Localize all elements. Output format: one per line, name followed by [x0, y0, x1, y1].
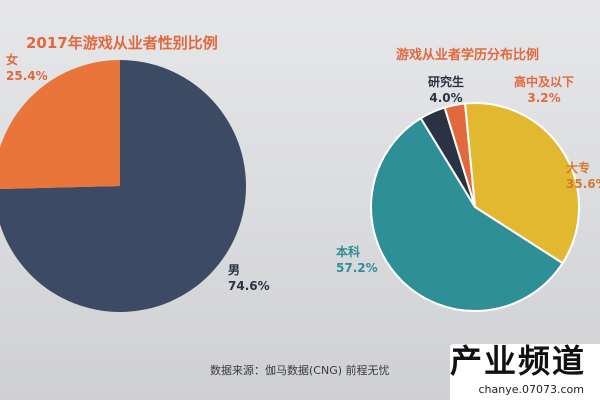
male-label: 男 74.6%: [228, 262, 270, 294]
highschool-label: 高中及以下 3.2%: [514, 74, 574, 106]
male-name: 男: [228, 263, 241, 277]
bachelor-percent: 57.2%: [336, 261, 378, 276]
education-slice-1: [463, 102, 580, 265]
graduate-label: 研究生 4.0%: [428, 74, 464, 106]
highschool-name: 高中及以下: [514, 75, 575, 89]
college-name: 大专: [566, 161, 591, 175]
male-percent: 74.6%: [228, 279, 270, 294]
watermark-main: 产业频道: [449, 342, 586, 380]
data-source: 数据来源：伽马数据(CNG) 前程无忧: [210, 364, 390, 377]
graduate-name: 研究生: [428, 75, 465, 89]
education-slice-2: [370, 116, 564, 312]
female-label: 女 25.4%: [6, 52, 48, 84]
highschool-percent: 3.2%: [527, 91, 561, 106]
college-percent: 35.6%: [566, 177, 600, 192]
bachelor-label: 本科 57.2%: [336, 244, 378, 276]
education-pie: [370, 102, 580, 312]
female-percent: 25.4%: [6, 69, 48, 84]
gender-chart-title: 2017年游戏从业者性别比例: [26, 34, 218, 52]
gender-slice-1: [0, 60, 120, 190]
gender-slice-0: [0, 60, 246, 312]
graduate-percent: 4.0%: [429, 91, 463, 106]
education-slice-3: [419, 106, 476, 208]
college-label: 大专 35.6%: [566, 160, 600, 192]
watermark-sub: chanye.07073.com: [478, 383, 585, 396]
gender-pie: [0, 60, 246, 312]
education-chart-title: 游戏从业者学历分布比例: [396, 48, 540, 63]
bachelor-name: 本科: [336, 245, 361, 259]
female-name: 女: [6, 53, 19, 67]
watermark: 产业频道 chanye.07073.com: [450, 342, 600, 400]
